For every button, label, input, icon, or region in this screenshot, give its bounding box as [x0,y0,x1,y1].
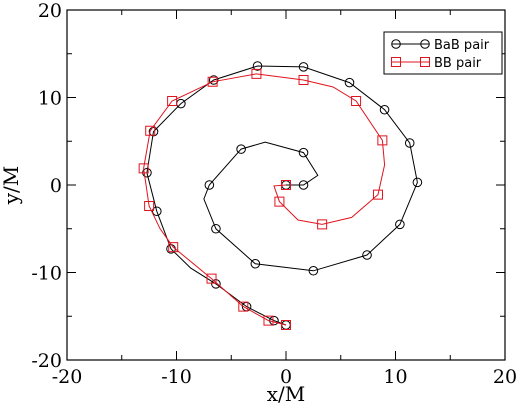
legend-entry-bab-pair: BaB pair [391,38,490,53]
data-point-bb-pair [281,320,291,330]
x-tick-label: 10 [383,366,407,388]
data-point-bb-pair [351,96,362,106]
ticks-layer [66,9,506,361]
data-point-bb-pair [144,201,155,211]
y-tick-label: 0 [50,175,62,197]
legend-label-bab-pair: BaB pair [434,38,490,53]
data-point-bb-pair [206,273,217,284]
data-point-bb-pair [377,135,388,146]
data-point-bab-pair [308,265,319,276]
data-point-bb-pair [145,125,156,136]
data-point-bab-pair [211,223,221,234]
data-point-bab-pair [298,62,309,72]
series-bb-pair [138,68,388,330]
data-point-bab-pair [412,177,423,188]
legend-markers-bab-pair [391,39,430,49]
x-tick-label: -10 [161,366,192,388]
data-point-bb-pair [317,219,328,230]
data-point-bab-pair [250,258,261,269]
data-point-bb-pair [138,163,149,174]
data-point-bab-pair [379,104,390,115]
y-tick-label: 10 [38,88,62,110]
legend-box [383,31,503,75]
legend-entry-bb-pair: BB pair [391,56,482,71]
legend-label-bb-pair: BB pair [434,56,482,71]
x-tick-label: 20 [493,366,517,388]
data-point-bab-pair [236,144,246,154]
y-tick-label: -20 [31,350,62,372]
data-point-bab-pair [252,61,263,71]
legend-markers-bb-pair [391,57,430,67]
y-tick-label: -10 [31,263,62,285]
data-point-bb-pair [238,301,249,312]
data-point-bab-pair [362,250,372,260]
data-point-bab-pair [298,180,309,190]
data-point-bb-pair [251,68,262,79]
data-point-bb-pair [281,180,291,190]
data-point-bab-pair [395,219,405,230]
legend-marker [391,57,401,67]
data-point-bab-pair [151,206,162,217]
data-point-bab-pair [404,138,415,148]
legend-marker [420,39,430,49]
data-point-bab-pair [148,126,159,137]
legend: BaB pair BB pair [383,31,503,75]
data-point-bab-pair [208,75,219,85]
series-line-bb-pair [143,73,386,326]
legend-marker [391,39,401,49]
x-axis-label: x/M [267,382,306,405]
series-layer [138,61,423,330]
tick-labels: -20 -10 0 10 20 -20 -10 0 10 20 [31,0,517,388]
data-point-bb-pair [263,315,274,326]
data-point-bb-pair [167,96,178,106]
data-point-bab-pair [298,147,309,158]
data-point-bb-pair [372,189,383,200]
data-point-bb-pair [168,242,179,253]
data-point-bb-pair [298,75,309,85]
y-tick-label: 20 [38,0,62,22]
data-point-bb-pair [207,76,218,87]
x-tick-label: 0 [280,366,292,388]
y-axis-label: y/M [0,166,23,206]
legend-marker [420,57,430,67]
data-point-bb-pair [274,196,285,207]
series-bab-pair [142,61,423,330]
x-tick-label: -20 [52,366,83,388]
data-point-bab-pair [344,77,355,88]
data-point-bab-pair [204,180,215,190]
